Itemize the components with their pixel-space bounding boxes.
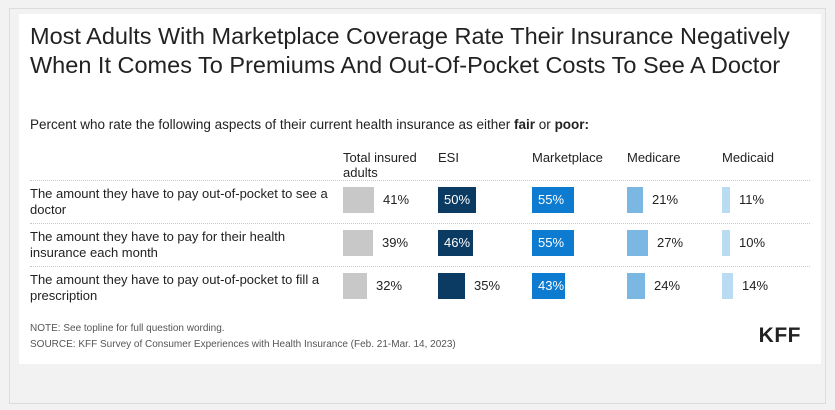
data-label: 50% [444, 192, 471, 207]
bar [722, 187, 730, 213]
bar [532, 230, 574, 256]
bar [532, 187, 574, 213]
subtitle-text: Percent who rate the following aspects o… [30, 117, 515, 132]
bar [722, 273, 733, 299]
bar [627, 273, 645, 299]
data-label: 43% [538, 278, 565, 293]
note-text: NOTE: See topline for full question word… [30, 323, 225, 334]
data-label: 24% [654, 278, 681, 293]
row-label: The amount they have to pay out-of-pocke… [30, 186, 328, 217]
row-divider [30, 266, 810, 267]
data-label: 55% [538, 192, 565, 207]
table-row: The amount they have to pay out-of-pocke… [30, 266, 810, 310]
bar [343, 187, 374, 213]
table-row: The amount they have to pay out-of-pocke… [30, 180, 810, 224]
data-label: 32% [376, 278, 403, 293]
bar [532, 273, 565, 299]
column-header-2: Marketplace [532, 150, 603, 165]
chart-title: Most Adults With Marketplace Coverage Ra… [30, 23, 790, 78]
data-label: 35% [474, 278, 501, 293]
data-label: 41% [383, 192, 410, 207]
table-row: The amount they have to pay for their he… [30, 223, 810, 267]
row-divider [30, 180, 810, 181]
column-header-4: Medicaid [722, 150, 775, 165]
bar [627, 230, 648, 256]
data-label: 55% [538, 235, 565, 250]
data-label: 46% [444, 235, 471, 250]
kff-logo: KFF [758, 324, 801, 347]
bar [343, 273, 367, 299]
bar [438, 187, 476, 213]
row-label: The amount they have to pay out-of-pocke… [30, 272, 320, 303]
row-label: The amount they have to pay for their he… [30, 229, 286, 260]
data-label: 10% [739, 235, 766, 250]
chart-subtitle: Percent who rate the following aspects o… [30, 117, 589, 132]
row-divider [30, 223, 810, 224]
data-label: 21% [652, 192, 679, 207]
data-label: 14% [742, 278, 769, 293]
chart-card: Most Adults With Marketplace Coverage Ra… [19, 14, 821, 364]
bar [722, 230, 730, 256]
source-text: SOURCE: KFF Survey of Consumer Experienc… [30, 339, 456, 350]
data-label: 11% [739, 192, 765, 207]
subtitle-or: or [535, 117, 555, 132]
bar [438, 230, 473, 256]
bar [438, 273, 465, 299]
subtitle-bold-fair: fair [514, 117, 536, 132]
data-label: 39% [382, 235, 409, 250]
column-header-1: ESI [438, 150, 459, 165]
subtitle-bold-poor: poor: [554, 117, 590, 132]
bar [627, 187, 643, 213]
column-header-0: Total insured adults [343, 150, 417, 180]
bar [343, 230, 373, 256]
column-header-3: Medicare [627, 150, 681, 165]
data-label: 27% [657, 235, 684, 250]
